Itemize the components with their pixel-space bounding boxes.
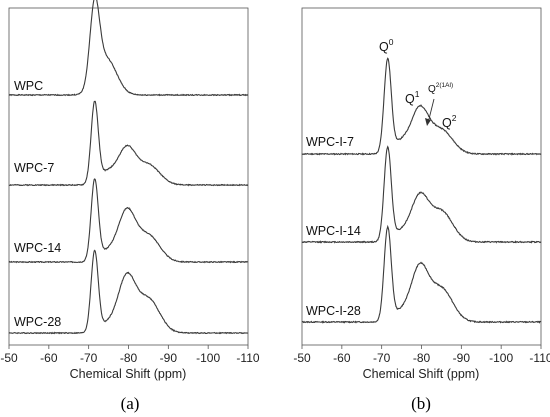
- spectrum-a-3: [8, 249, 249, 335]
- x-tick-label-a-2: -70: [80, 351, 98, 365]
- plot-frame-a: [8, 7, 249, 346]
- x-axis-ticks-a: -50 -60 -70 -80 -90 -100 -110: [0, 345, 260, 365]
- x-tick-label-b-4: -90: [453, 351, 471, 365]
- x-tick-label-a-6: -110: [236, 351, 259, 365]
- x-tick-label-a-0: -50: [0, 351, 18, 365]
- spectra-a: [8, 0, 249, 335]
- x-axis-title-a: Chemical Shift (ppm): [70, 367, 187, 381]
- x-tick-label-a-5: -100: [196, 351, 220, 365]
- spectra-b: [301, 57, 542, 324]
- x-tick-label-b-6: -110: [529, 351, 550, 365]
- series-label-wpc-14: WPC-14: [14, 241, 61, 255]
- spectrum-a-1: [8, 100, 249, 187]
- spectrum-a-0: [8, 0, 249, 97]
- series-label-wpc-28: WPC-28: [14, 315, 61, 329]
- series-label-wpc-7: WPC-7: [14, 161, 54, 175]
- x-tick-label-b-1: -60: [333, 351, 351, 365]
- spectrum-b-0: [301, 57, 542, 156]
- x-tick-label-a-3: -80: [120, 351, 138, 365]
- spectrum-b-2: [301, 224, 542, 324]
- panel-caption-a: (a): [121, 394, 140, 413]
- plot-frame-b: [301, 7, 542, 346]
- panel-a: -50 -60 -70 -80 -90 -100 -110 WPC WPC-7 WPC-14…: [0, 0, 260, 413]
- annotation-q1: Q1: [405, 89, 420, 106]
- annotation-q2: Q2: [442, 113, 457, 130]
- x-tick-label-a-4: -90: [160, 351, 178, 365]
- spectrum-a-2: [8, 178, 249, 264]
- x-axis-title-b: Chemical Shift (ppm): [363, 367, 480, 381]
- panel-b: -50 -60 -70 -80 -90 -100 -110 WPC-I-7 WPC-I-14…: [293, 7, 550, 413]
- x-tick-label-a-1: -60: [40, 351, 58, 365]
- x-axis-ticks-b: -50 -60 -70 -80 -90 -100 -110: [293, 345, 550, 365]
- series-label-wpc: WPC: [14, 79, 43, 93]
- series-label-wpc-i-7: WPC-I-7: [306, 135, 354, 149]
- x-tick-label-b-5: -100: [489, 351, 513, 365]
- series-label-wpc-i-28: WPC-I-28: [306, 304, 361, 318]
- panel-caption-b: (b): [411, 394, 431, 413]
- x-tick-label-b-0: -50: [293, 351, 311, 365]
- series-label-wpc-i-14: WPC-I-14: [306, 224, 361, 238]
- annotation-arrow: [427, 98, 435, 124]
- spectrum-b-1: [301, 145, 542, 244]
- x-tick-label-b-3: -80: [413, 351, 431, 365]
- x-tick-label-b-2: -70: [373, 351, 391, 365]
- annotation-q0: Q0: [379, 37, 394, 54]
- annotation-arrowhead: [425, 118, 431, 126]
- annotation-q2-1al: Q2(1Al): [428, 82, 453, 95]
